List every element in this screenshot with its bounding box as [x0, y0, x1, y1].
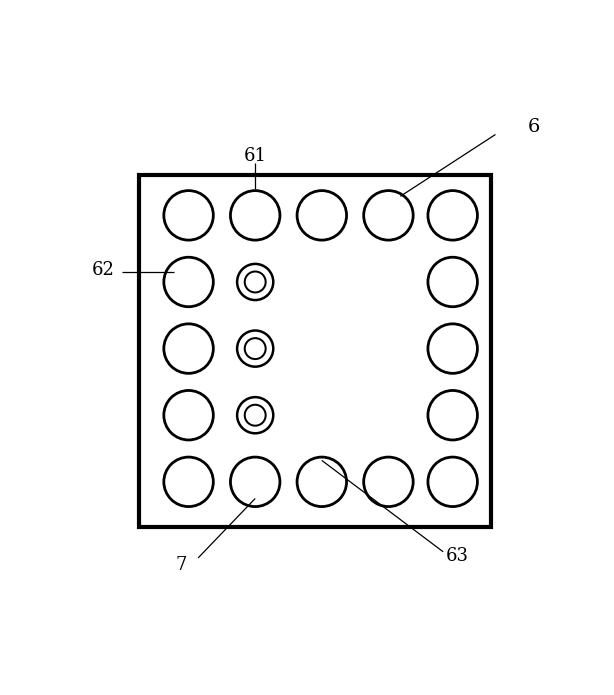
Text: 7: 7 [176, 556, 187, 574]
Text: 63: 63 [446, 546, 469, 564]
Text: 6: 6 [527, 118, 540, 136]
FancyBboxPatch shape [139, 175, 491, 527]
Text: 61: 61 [244, 147, 266, 165]
Text: 62: 62 [91, 261, 114, 279]
